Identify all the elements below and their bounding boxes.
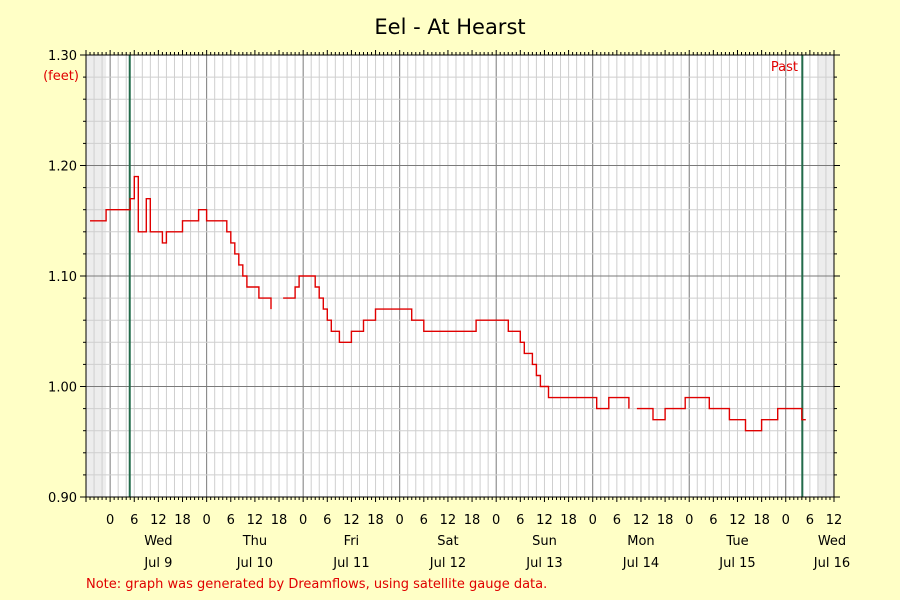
axis-labels: 0.90 1.00 1.10 1.20 1.30 0 6 12 18 0 6 12 18 0 6 12 18 0 6… <box>48 49 850 571</box>
date-label: Jul 10 <box>236 556 273 571</box>
footnote: Note: graph was generated by Dreamflows,… <box>86 577 547 592</box>
x-tick-label: 12 <box>440 513 457 528</box>
day-name-label: Mon <box>627 534 654 549</box>
x-tick-label: 0 <box>589 513 597 528</box>
x-tick-label: 12 <box>536 513 553 528</box>
y-tick-label: 1.10 <box>48 270 77 285</box>
day-name-label: Fri <box>344 534 360 549</box>
x-tick-label: 0 <box>492 513 500 528</box>
y-tick-label: 0.90 <box>48 491 77 506</box>
x-tick-label: 0 <box>396 513 404 528</box>
series-group <box>90 175 806 432</box>
x-tick-label: 12 <box>826 513 843 528</box>
series-line <box>90 175 806 432</box>
day-name-label: Wed <box>818 534 846 549</box>
x-tick-label: 18 <box>174 513 191 528</box>
day-name-label: Sat <box>437 534 458 549</box>
x-tick-label: 0 <box>203 513 211 528</box>
x-tick-label: 6 <box>709 513 717 528</box>
y-tick-label: 1.00 <box>48 381 77 396</box>
day-name-label: Tue <box>725 534 748 549</box>
x-tick-label: 6 <box>613 513 621 528</box>
date-label: Jul 9 <box>143 556 172 571</box>
chart-title: Eel - At Hearst <box>374 15 525 39</box>
x-tick-label: 18 <box>753 513 770 528</box>
x-tick-label: 6 <box>420 513 428 528</box>
x-tick-label: 6 <box>323 513 331 528</box>
x-tick-label: 18 <box>657 513 674 528</box>
y-tick-label: 1.20 <box>48 160 77 175</box>
x-tick-label: 0 <box>106 513 114 528</box>
x-tick-label: 18 <box>560 513 577 528</box>
day-name-label: Thu <box>242 534 267 549</box>
y-axis-unit-label: (feet) <box>43 69 79 84</box>
y-tick-label: 1.30 <box>48 49 77 64</box>
date-label: Jul 12 <box>429 556 466 571</box>
date-label: Jul 15 <box>718 556 755 571</box>
x-tick-label: 6 <box>516 513 524 528</box>
x-tick-label: 12 <box>729 513 746 528</box>
date-label: Jul 13 <box>525 556 562 571</box>
x-tick-label: 18 <box>464 513 481 528</box>
x-tick-label: 6 <box>227 513 235 528</box>
x-tick-label: 0 <box>299 513 307 528</box>
date-label: Jul 16 <box>813 556 850 571</box>
x-tick-label: 6 <box>806 513 814 528</box>
past-label: Past <box>771 60 798 75</box>
date-label: Jul 14 <box>622 556 659 571</box>
x-tick-label: 0 <box>685 513 693 528</box>
day-name-label: Sun <box>532 534 557 549</box>
x-tick-label: 12 <box>633 513 650 528</box>
x-tick-label: 6 <box>130 513 138 528</box>
x-tick-label: 12 <box>150 513 167 528</box>
x-tick-label: 18 <box>367 513 384 528</box>
day-name-label: Wed <box>144 534 172 549</box>
x-tick-label: 18 <box>271 513 288 528</box>
x-tick-label: 0 <box>782 513 790 528</box>
grid <box>86 55 834 497</box>
date-label: Jul 11 <box>332 556 369 571</box>
x-tick-label: 12 <box>343 513 360 528</box>
tick-marks <box>80 50 840 502</box>
x-tick-label: 12 <box>247 513 264 528</box>
